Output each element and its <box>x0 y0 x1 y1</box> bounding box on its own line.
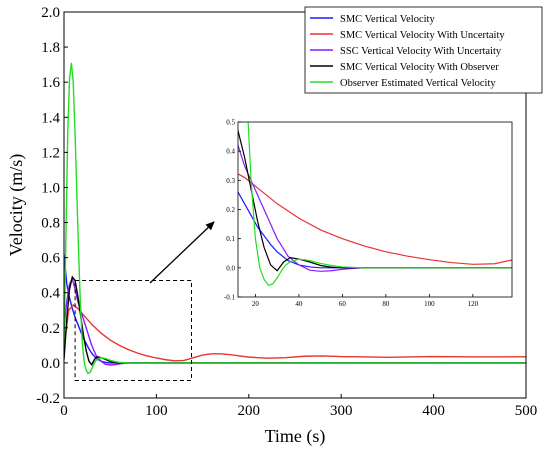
y-tick-label: 2.0 <box>41 5 60 21</box>
y-tick-label: -0.2 <box>36 391 60 407</box>
x-tick-label: 200 <box>238 403 261 419</box>
x-tick-label: 300 <box>330 403 353 419</box>
plot-frame <box>63 11 527 399</box>
y-tick-label: 1.6 <box>41 75 60 91</box>
inset-series-line-1 <box>238 173 512 265</box>
inset-x-tick-label: 60 <box>339 300 347 308</box>
inset-x-tick-label: 20 <box>252 300 260 308</box>
inset-x-tick-label: 40 <box>295 300 303 308</box>
y-tick-label: 0.4 <box>41 286 60 302</box>
legend-label-1: SMC Vertical Velocity With Uncertaity <box>340 30 505 41</box>
zoom-arrow <box>149 221 215 284</box>
legend-label-4: Observer Estimated Vertical Velocity <box>340 78 496 89</box>
y-tick-label: 0.8 <box>41 216 60 232</box>
legend-label-0: SMC Vertical Velocity <box>340 14 435 25</box>
inset-y-tick-label: 0.5 <box>226 119 235 127</box>
y-tick-label: 0.6 <box>41 251 60 267</box>
x-tick-label: 100 <box>145 403 168 419</box>
y-tick-label: 1.0 <box>41 180 60 196</box>
y-tick-label: 0.2 <box>41 321 60 337</box>
y-tick-label: 1.4 <box>41 110 60 126</box>
y-tick-label: 1.2 <box>41 145 60 161</box>
y-axis-title: Velocity (m/s) <box>6 154 27 256</box>
series-line-4 <box>64 62 526 375</box>
x-axis-title: Time (s) <box>265 426 326 447</box>
x-tick-label: 0 <box>60 403 68 419</box>
inset-y-tick-label: 0.2 <box>226 206 235 214</box>
inset-x-tick-label: 80 <box>382 300 390 308</box>
inset-series-line-0 <box>238 190 512 269</box>
inset-y-tick-label: 0.3 <box>226 177 235 185</box>
inset-y-tick-label: 0.0 <box>226 264 235 272</box>
x-tick-label: 400 <box>422 403 445 419</box>
x-tick-label: 500 <box>515 403 538 419</box>
inset-series-line-2 <box>238 143 512 272</box>
inset-series-line-4 <box>247 122 512 287</box>
y-tick-label: 1.8 <box>41 40 60 56</box>
inset-x-tick-label: 120 <box>468 300 479 308</box>
inset-y-tick-label: 0.1 <box>226 235 235 243</box>
legend-label-2: SSC Vertical Velocity With Uncertaity <box>340 46 502 57</box>
legend-box <box>304 6 543 94</box>
series-line-1 <box>64 304 526 362</box>
zoom-region-box <box>74 279 193 381</box>
y-tick-label: 0.0 <box>41 356 60 372</box>
inset-x-tick-label: 100 <box>424 300 435 308</box>
inset-y-tick-label: -0.1 <box>224 294 236 302</box>
inset-y-tick-label: 0.4 <box>226 148 235 156</box>
legend-label-3: SMC Vertical Velocity With Observer <box>340 62 499 73</box>
inset-series-line-3 <box>238 129 512 272</box>
inset-background <box>238 122 512 297</box>
